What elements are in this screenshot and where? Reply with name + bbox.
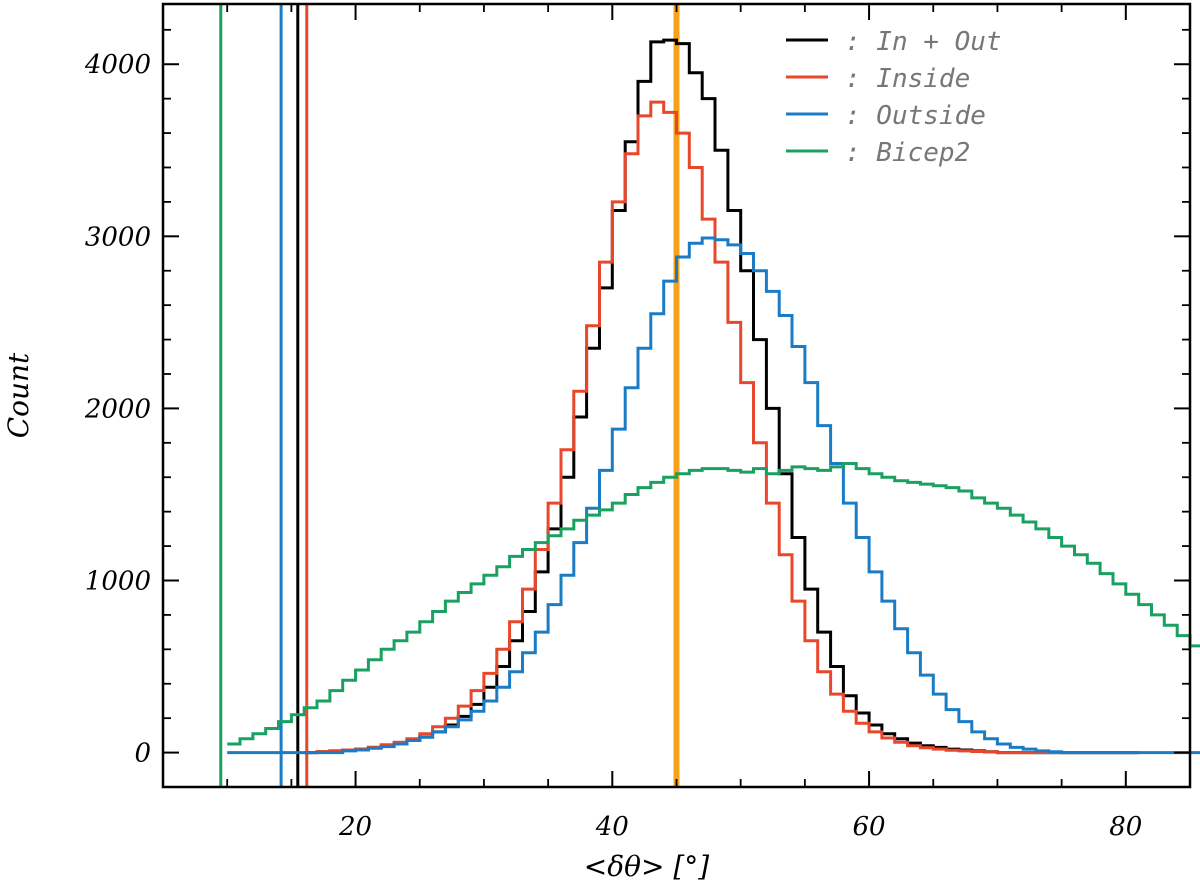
y-tick-label: 3000 [85, 222, 151, 252]
series-inside [304, 100, 1139, 755]
y-tick-label: 0 [134, 739, 151, 769]
histogram-series [227, 38, 1200, 755]
legend-label: : Inside [845, 64, 970, 94]
x-tick-label: 40 [595, 812, 629, 842]
legend-label: : Outside [845, 101, 986, 131]
y-tick-label: 1000 [85, 566, 151, 596]
x-tick-label: 20 [338, 812, 372, 842]
x-tick-label: 80 [1109, 812, 1142, 842]
y-tick-label: 4000 [84, 50, 151, 80]
series-outside [227, 236, 1200, 755]
axis-ticks: 20 40 60 80 0 1000 2000 3000 4000 [84, 4, 1191, 842]
legend-label: : In + Out [845, 27, 1002, 57]
x-tick-label: 60 [853, 812, 886, 842]
series-bicep2 [227, 462, 1200, 746]
legend: : In + Out : Inside : Outside : Bicep2 [786, 27, 1002, 168]
y-axis-label: Count [2, 352, 35, 438]
y-tick-label: 2000 [84, 394, 151, 424]
x-axis-label: <δθ> [°] [584, 850, 709, 883]
legend-label: : Bicep2 [845, 138, 970, 168]
